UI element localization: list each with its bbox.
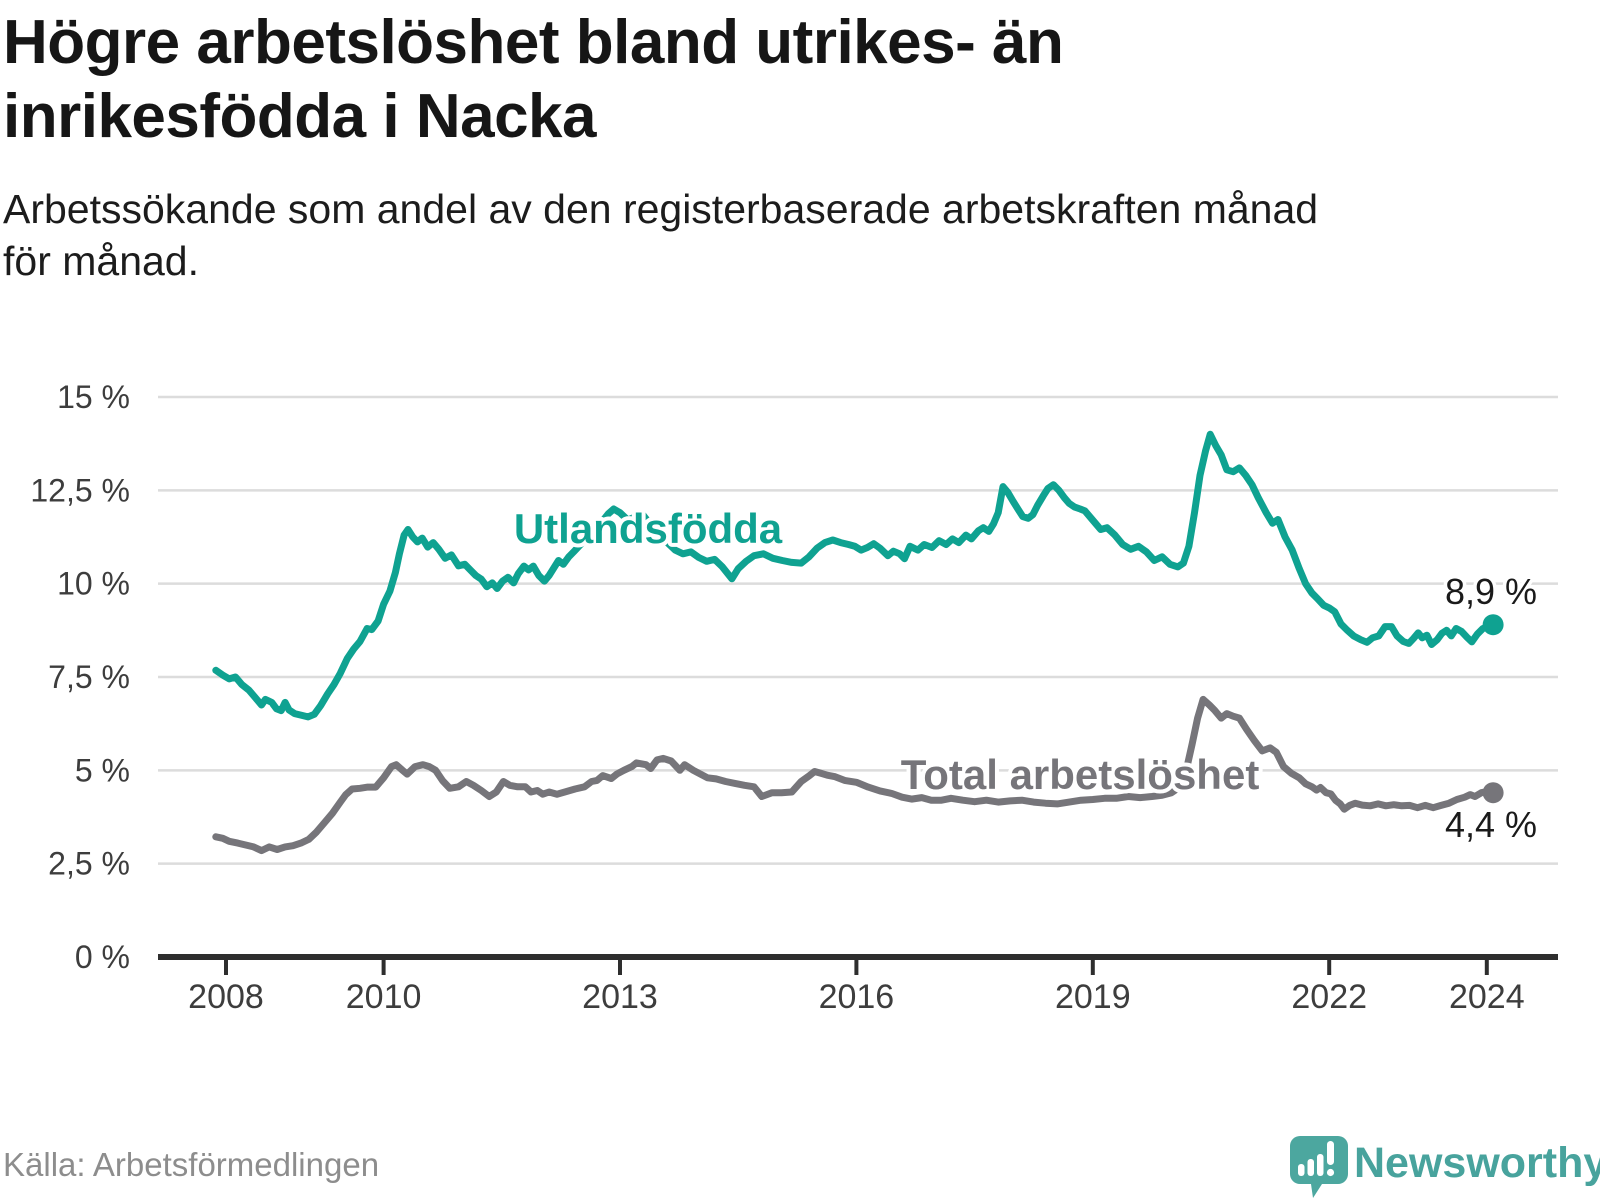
x-axis: 2008 2010 2013 2016 2019 2022 2024 [158,954,1558,1016]
series-line-utlandsf-dda [212,430,1497,721]
series-label-utlandsf-dda: Utlandsfödda [514,505,783,552]
bar-1 [1298,1164,1305,1176]
newsworthy-brand: Newsworthy [1290,1136,1600,1198]
x-tick-label-2024: 2024 [1449,978,1525,1016]
subtitle-line-2: för månad. [3,238,199,285]
y-tick-label-12.5: 12,5 % [30,472,130,508]
subtitle-line-1: Arbetssökande som andel av den registerb… [3,186,1319,232]
y-tick-label-0: 0 % [75,939,130,975]
end-dot-utlandsf-dda [1482,614,1504,636]
exclamation-stem [1327,1141,1334,1165]
x-tick-label-2022: 2022 [1291,978,1367,1016]
series-label-total-arbetsl-shet: Total arbetslöshet [901,751,1260,798]
x-tick-label-2008: 2008 [188,978,264,1016]
end-dot-total-arbetsl-shet [1482,782,1504,804]
title-line-2: inrikesfödda i Nacka [3,81,597,151]
y-axis-labels: 0 % 2,5 % 5 % 7,5 % 10 % 12,5 % 15 % [30,379,130,975]
x-tick-label-2010: 2010 [346,978,422,1016]
y-tick-label-7.5: 7,5 % [48,659,130,695]
source-note: Källa: Arbetsförmedlingen [3,1146,380,1183]
newsworthy-wordmark: Newsworthy [1354,1139,1600,1187]
end-value-label-total-arbetsl-shet: 4,4 % [1445,804,1537,845]
series-line-total-arbetsl-shet [212,695,1497,855]
y-tick-label-15: 15 % [57,379,130,415]
y-tick-label-10: 10 % [57,566,130,602]
page-title: Högre arbetslöshet bland utrikes- än inr… [3,6,1453,154]
y-tick-label-5: 5 % [75,752,130,788]
x-tick-label-2019: 2019 [1055,978,1131,1016]
x-tick-label-2013: 2013 [582,978,658,1016]
bar-3 [1317,1154,1324,1176]
x-tick-label-2016: 2016 [819,978,895,1016]
end-value-label-utlandsf-dda: 8,9 % [1445,571,1537,612]
bar-2 [1307,1159,1314,1176]
y-tick-label-2.5: 2,5 % [48,846,130,882]
exclamation-dot [1326,1168,1335,1177]
chart-subtitle: Arbetssökande som andel av den registerb… [3,183,1563,288]
newsworthy-logo-icon [1290,1136,1348,1198]
title-line-1: Högre arbetslöshet bland utrikes- än [3,8,1064,77]
